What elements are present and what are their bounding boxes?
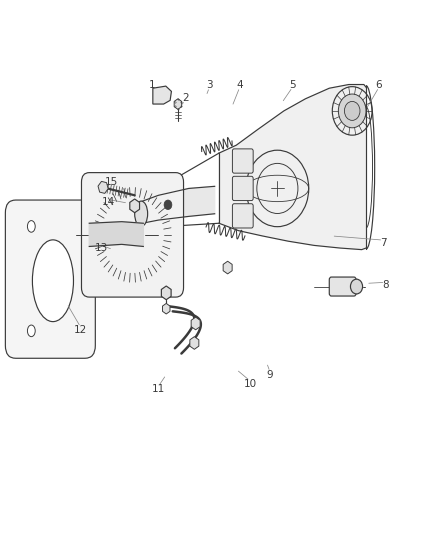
Text: 11: 11: [152, 384, 165, 394]
Polygon shape: [219, 85, 366, 249]
Circle shape: [164, 200, 172, 209]
Polygon shape: [130, 199, 140, 213]
Text: 6: 6: [376, 79, 382, 90]
Ellipse shape: [28, 325, 35, 337]
Polygon shape: [162, 303, 170, 314]
Polygon shape: [174, 99, 182, 109]
Polygon shape: [191, 317, 200, 330]
FancyBboxPatch shape: [81, 173, 184, 297]
Circle shape: [102, 198, 162, 271]
Circle shape: [159, 90, 167, 100]
Polygon shape: [137, 187, 215, 224]
Ellipse shape: [32, 240, 74, 321]
Circle shape: [237, 209, 248, 222]
Polygon shape: [190, 337, 199, 349]
Polygon shape: [89, 222, 143, 246]
Circle shape: [237, 155, 248, 167]
Text: 5: 5: [289, 79, 296, 90]
Polygon shape: [98, 181, 108, 193]
Circle shape: [237, 182, 248, 195]
Text: 15: 15: [105, 177, 118, 187]
Ellipse shape: [134, 201, 148, 227]
Text: 2: 2: [182, 93, 189, 103]
Circle shape: [350, 279, 363, 294]
Text: 14: 14: [102, 197, 115, 207]
Text: 12: 12: [74, 325, 87, 335]
Text: 13: 13: [95, 243, 108, 253]
Text: 7: 7: [380, 238, 387, 248]
Text: 4: 4: [237, 79, 243, 90]
FancyBboxPatch shape: [233, 149, 253, 173]
Text: 8: 8: [382, 280, 389, 290]
Circle shape: [344, 101, 360, 120]
Ellipse shape: [28, 221, 35, 232]
FancyBboxPatch shape: [233, 176, 253, 200]
Polygon shape: [161, 286, 171, 300]
FancyBboxPatch shape: [329, 277, 356, 296]
Polygon shape: [223, 261, 232, 274]
Text: 1: 1: [148, 79, 155, 90]
Text: 9: 9: [267, 369, 273, 379]
FancyBboxPatch shape: [5, 200, 95, 358]
Text: 3: 3: [206, 79, 213, 90]
FancyBboxPatch shape: [233, 204, 253, 228]
Polygon shape: [153, 86, 171, 104]
Circle shape: [338, 94, 366, 128]
Text: 10: 10: [244, 378, 257, 389]
